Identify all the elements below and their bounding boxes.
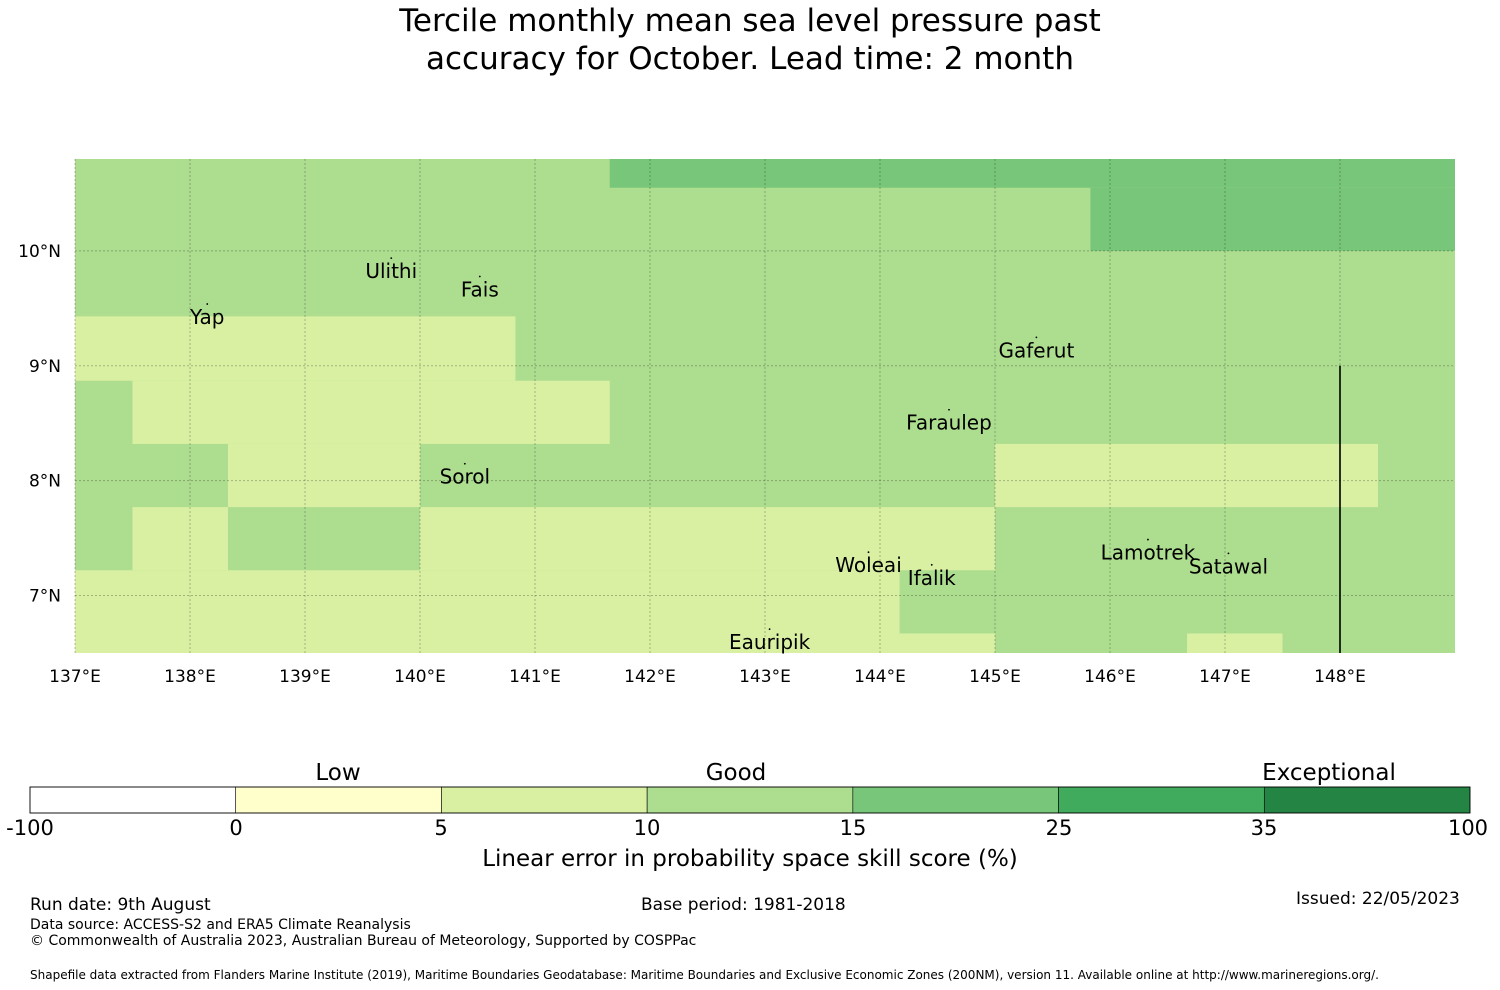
island-marker [867, 551, 870, 554]
place-label: Faraulep [906, 411, 992, 435]
colorbar-tick-label: 100 [1447, 816, 1489, 840]
skill-region [227, 443, 420, 508]
place-label: Sorol [440, 465, 491, 489]
skill-region [75, 316, 516, 381]
base-period: Base period: 1981-2018 [641, 895, 846, 915]
skill-region [1187, 633, 1283, 653]
latitude-tick-label: 8°N [29, 472, 61, 492]
place-label: Ifalik [908, 566, 956, 590]
colorbar-category-good: Good [705, 760, 767, 786]
longitude-tick-label: 138°E [164, 667, 216, 687]
skill-region [1090, 187, 1455, 251]
skill-region [609, 159, 1455, 188]
island-marker [206, 303, 209, 305]
place-label: Woleai [835, 553, 902, 577]
island-marker [1035, 336, 1038, 339]
latitude-tick-label: 7°N [29, 587, 61, 607]
skill-region [132, 507, 228, 571]
colorbar-tick-label: 15 [839, 816, 867, 840]
island-marker [390, 257, 393, 259]
longitude-tick-label: 144°E [854, 667, 906, 687]
island-marker [463, 462, 466, 465]
island-marker [948, 408, 950, 411]
colorbar-label: Linear error in probability space skill … [482, 846, 1018, 872]
place-label: Gaferut [998, 338, 1074, 362]
latitude-tick-label: 10°N [18, 242, 61, 262]
colorbar-segment [646, 786, 854, 814]
copyright-notice: © Commonwealth of Australia 2023, Austra… [30, 933, 697, 949]
colorbar-tick-label: 0 [229, 816, 243, 840]
data-source: Data source: ACCESS-S2 and ERA5 Climate … [30, 917, 411, 933]
longitude-tick-label: 140°E [394, 667, 446, 687]
colorbar-category-exceptional: Exceptional [1262, 760, 1396, 786]
longitude-tick-label: 142°E [624, 667, 676, 687]
longitude-tick-label: 146°E [1084, 667, 1136, 687]
colorbar-tick-label: 10 [633, 816, 661, 840]
colorbar-frame [29, 786, 1471, 814]
longitude-tick-label: 147°E [1199, 667, 1251, 687]
place-label: Yap [189, 305, 224, 329]
colorbar-segment [1263, 786, 1471, 814]
colorbar-tick-label: 35 [1250, 816, 1278, 840]
longitude-tick-label: 143°E [739, 667, 791, 687]
shapefile-credit: Shapefile data extracted from Flanders M… [30, 968, 1379, 982]
title-line-2: accuracy for October. Lead time: 2 month [426, 41, 1074, 77]
chart-title: Tercile monthly mean sea level pressure … [0, 2, 1500, 78]
skill-region [132, 380, 610, 444]
place-label: Eauripik [729, 630, 811, 654]
colorbar-segment [29, 786, 237, 814]
run-date: Run date: 9th August [30, 895, 211, 915]
skill-region [995, 443, 1378, 508]
island-marker [478, 275, 481, 278]
longitude-tick-label: 145°E [969, 667, 1021, 687]
skill-region [420, 570, 900, 634]
island-marker [1147, 538, 1149, 541]
longitude-tick-label: 137°E [49, 667, 101, 687]
place-label: Lamotrek [1101, 541, 1196, 565]
colorbar-tick-label: 25 [1045, 816, 1073, 840]
skill-region [420, 633, 995, 653]
colorbar-segment [1058, 786, 1265, 814]
colorbar-segment [441, 786, 648, 814]
skill-region [420, 507, 995, 571]
title-line-1: Tercile monthly mean sea level pressure … [399, 3, 1101, 39]
place-label: Satawal [1189, 554, 1268, 578]
island-marker [930, 563, 933, 566]
longitude-tick-label: 148°E [1314, 667, 1366, 687]
longitude-tick-label: 139°E [279, 667, 331, 687]
issued-date: Issued: 22/05/2023 [1296, 889, 1460, 909]
place-label: Ulithi [365, 259, 417, 283]
latitude-tick-label: 9°N [29, 357, 61, 377]
island-marker [1227, 552, 1230, 555]
colorbar-tick-label: 5 [434, 816, 448, 840]
colorbar-segment [852, 786, 1059, 814]
place-label: Fais [461, 277, 499, 301]
colorbar-category-low: Low [315, 760, 361, 786]
longitude-tick-label: 141°E [509, 667, 561, 687]
island-marker [768, 628, 771, 631]
skill-region [75, 570, 420, 653]
colorbar-segment [235, 786, 442, 814]
colorbar-tick-label: -100 [6, 816, 54, 840]
